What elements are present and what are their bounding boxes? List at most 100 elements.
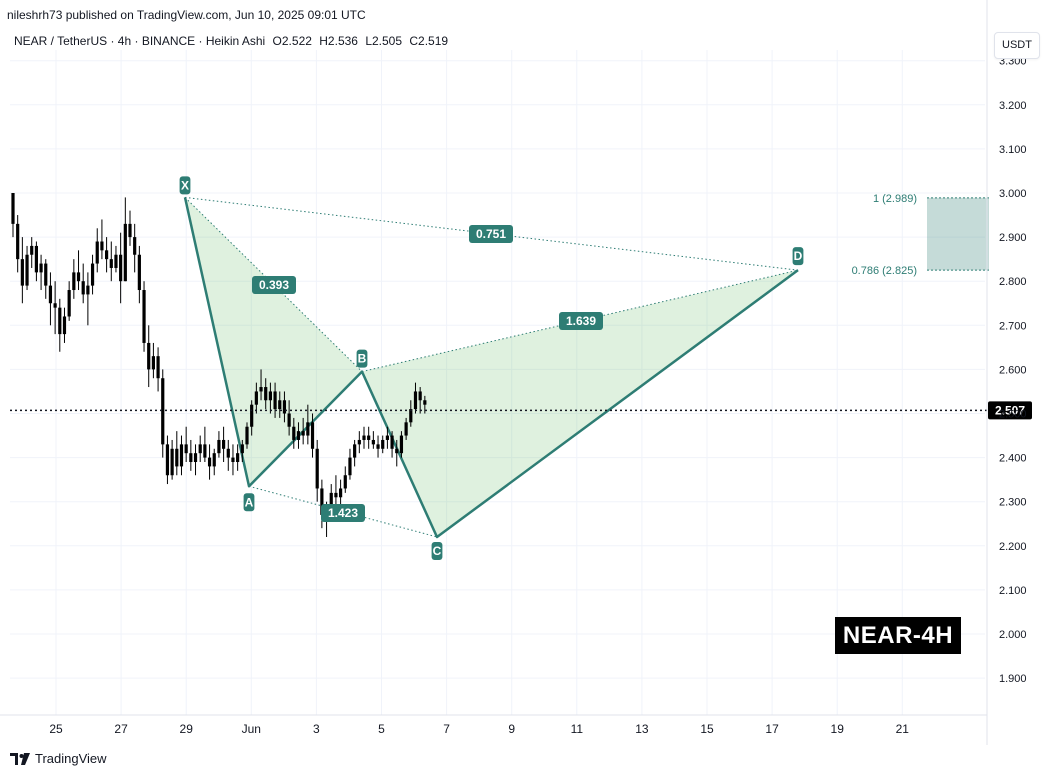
candle-body — [193, 453, 198, 463]
price-tick-label: 2.700 — [999, 320, 1027, 332]
candle-body — [231, 457, 235, 463]
time-tick-label: 17 — [765, 722, 779, 736]
price-axis: 1.900 2.000 2.100 2.200 2.300 2.400 2.500 2.600… — [986, 0, 1027, 745]
candle-body — [282, 400, 287, 414]
point-label-c: C — [433, 544, 442, 558]
pattern-labels: X A B C D 0.393 1.423 1.639 0.751 1 (2.989) 0.786 … — [10, 176, 1032, 560]
candle-body — [399, 435, 404, 454]
candle-body — [409, 409, 413, 423]
time-tick-label: 25 — [49, 722, 63, 736]
ratio-line-BD — [361, 269, 799, 373]
candlestick-series — [11, 193, 427, 537]
candle-body — [287, 413, 291, 427]
candle-body — [53, 303, 57, 308]
ratio-label-ac-bg — [321, 504, 365, 522]
candle-body — [306, 422, 310, 436]
candle-body — [395, 448, 399, 454]
point-label-d-bg — [792, 247, 804, 266]
time-tick-label: 7 — [443, 722, 450, 736]
price-tick-label: 2.000 — [999, 629, 1027, 641]
currency-button[interactable]: USDT — [994, 32, 1040, 59]
time-tick-label: 5 — [378, 722, 385, 736]
ohlc-close: C2.519 — [409, 34, 449, 48]
candle-body — [348, 457, 352, 476]
candle-body — [254, 391, 258, 405]
price-tick-label: 3.200 — [999, 100, 1027, 112]
candle-body — [385, 435, 389, 440]
candle-body — [292, 426, 296, 440]
time-tick-label: 9 — [508, 722, 515, 736]
symbol-pair: NEAR / TetherUS · 4h · BINANCE · Heikin … — [14, 34, 266, 48]
candle-body — [90, 263, 95, 286]
publish-info: nileshrh73 published on TradingView.com,… — [7, 8, 366, 22]
candle-body — [20, 259, 24, 286]
footer: TradingView — [10, 751, 107, 766]
current-price-tag — [988, 401, 1032, 420]
candle-body — [226, 448, 230, 458]
candle-body — [423, 400, 427, 405]
candle-body — [147, 342, 151, 370]
ratio-label-xb-bg — [252, 276, 296, 294]
candle-body — [142, 290, 146, 343]
candle-body — [203, 444, 207, 458]
candle-body — [184, 444, 188, 454]
candle-body — [86, 285, 90, 295]
candle-body — [310, 422, 315, 449]
price-tick-label: 2.200 — [999, 541, 1027, 553]
price-tick-label: 2.600 — [999, 364, 1027, 376]
ratio-label-bd-bg — [559, 312, 603, 330]
candle-body — [123, 223, 127, 282]
candle-body — [156, 356, 160, 379]
time-tick-label: 27 — [114, 722, 128, 736]
candle-body — [222, 439, 226, 449]
candle-body — [268, 391, 272, 401]
bcd-triangle — [362, 270, 798, 537]
candle-body — [357, 439, 361, 445]
candle-body — [404, 422, 408, 436]
ohlc-open: O2.522 — [272, 34, 312, 48]
harmonic-pattern — [183, 196, 989, 539]
price-tick-label: 1.900 — [999, 673, 1027, 685]
pattern-legs — [183, 197, 799, 539]
candle-body — [76, 272, 81, 282]
candle-body — [343, 475, 347, 489]
price-tick-label: 2.100 — [999, 585, 1027, 597]
point-label-b-bg — [356, 349, 368, 368]
fib-zone — [927, 197, 989, 271]
time-tick-label: 21 — [896, 722, 910, 736]
candle-body — [137, 254, 141, 291]
candle-body — [301, 431, 305, 436]
candle-body — [39, 263, 43, 273]
current-price-label: 2.507 — [995, 403, 1025, 417]
candle-body — [165, 444, 170, 476]
candle-body — [34, 245, 38, 273]
time-tick-label: 11 — [571, 722, 584, 736]
fib-label: 1 (2.989) — [873, 193, 917, 205]
candle-body — [362, 435, 366, 440]
candle-body — [264, 387, 268, 401]
candle-body — [250, 404, 254, 427]
time-tick-label: 13 — [635, 722, 649, 736]
point-label-d: D — [794, 249, 803, 263]
candle-body — [30, 245, 34, 255]
candle-body — [353, 444, 357, 458]
point-label-b: B — [358, 352, 367, 366]
time-tick-label: 3 — [313, 722, 320, 736]
candle-body — [100, 241, 104, 251]
point-label-x-bg — [179, 176, 191, 195]
candle-body — [189, 453, 193, 463]
ratio-label-ac: 1.423 — [328, 506, 358, 520]
chart-watermark: NEAR-4H — [835, 617, 961, 654]
point-label-a: A — [245, 495, 254, 509]
candle-body — [376, 444, 380, 449]
candle-body — [367, 435, 371, 440]
candle-body — [81, 281, 85, 295]
candle-body — [240, 444, 244, 454]
ratio-label-xb: 0.393 — [259, 278, 289, 292]
candle-body — [16, 223, 20, 260]
candle-body — [179, 444, 184, 467]
candle-body — [212, 453, 216, 467]
footer-brand: TradingView — [35, 751, 107, 766]
symbol-legend: NEAR / TetherUS · 4h · BINANCE · Heikin … — [14, 34, 452, 48]
